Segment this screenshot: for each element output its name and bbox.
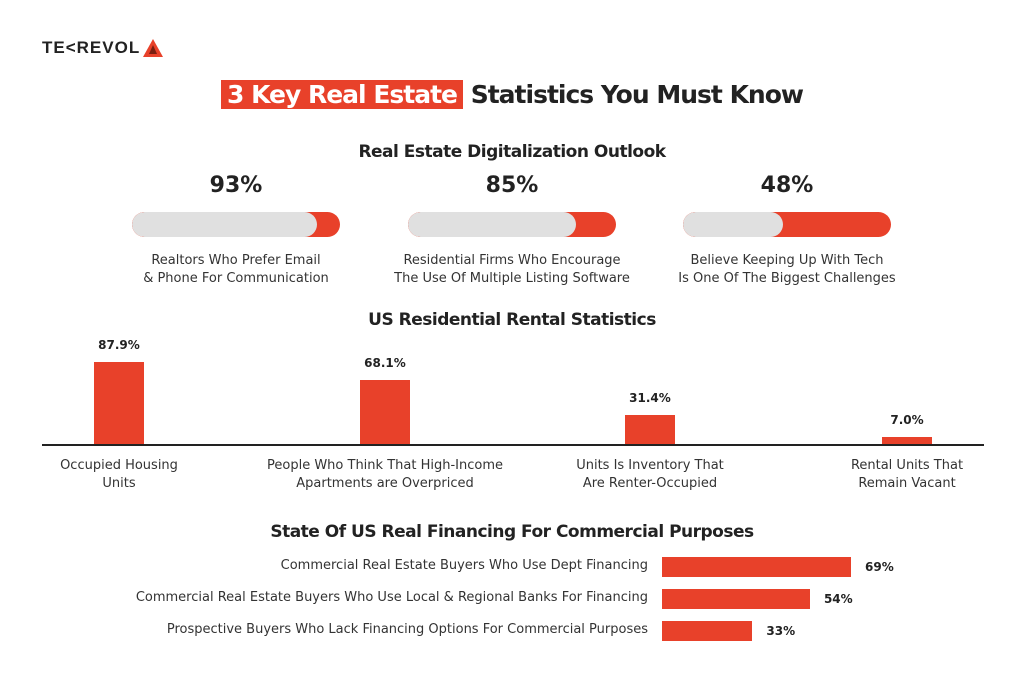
logo-triangle-icon (143, 39, 164, 57)
progress-caption: Is One Of The Biggest Challenges (678, 271, 896, 286)
progress-caption: Residential Firms Who Encourage (403, 253, 621, 268)
tekrevol-logo: TE<REVOL (42, 38, 164, 58)
bar-label: 31.4% (629, 390, 671, 405)
progress-fill (683, 212, 783, 237)
bar-label: 87.9% (98, 337, 140, 352)
progress-value: 85% (485, 173, 539, 198)
title-highlight: 3 Key Real Estate (220, 80, 464, 109)
progress-caption: Believe Keeping Up With Tech (690, 253, 884, 268)
bar (662, 557, 852, 577)
progress-fill (408, 212, 577, 237)
progress-bar (132, 212, 340, 237)
bar-caption: People Who Think That High-Income (267, 458, 503, 473)
baseline (42, 444, 984, 446)
progress-fill (132, 212, 318, 237)
bar-caption: Rental Units That (850, 458, 964, 473)
page-title: 3 Key Real Estate Statistics You Must Kn… (0, 80, 1024, 109)
bar-caption: Apartments are Overpriced (296, 476, 474, 491)
progress-bar (683, 212, 891, 237)
section-title-digitalization: Real Estate Digitalization Outlook (358, 142, 666, 162)
bar (662, 589, 810, 609)
bar-caption: Units (102, 476, 136, 491)
section-title-rental: US Residential Rental Statistics (368, 310, 656, 330)
bar-caption: Units Is Inventory That (576, 458, 724, 473)
bar-caption: Remain Vacant (858, 476, 956, 491)
progress-caption: The Use Of Multiple Listing Software (394, 271, 630, 286)
bar (625, 414, 675, 444)
title-rest: Statistics You Must Know (463, 80, 804, 109)
bar-label: 33% (766, 624, 796, 638)
progress-caption: Realtors Who Prefer Email (151, 253, 321, 268)
bar-caption: Prospective Buyers Who Lack Financing Op… (166, 622, 648, 637)
bar-label: 54% (823, 592, 853, 606)
bar-caption: Commercial Real Estate Buyers Who Use De… (280, 558, 648, 573)
progress-value: 93% (209, 173, 263, 198)
progress-value: 48% (760, 173, 814, 198)
bar (882, 437, 932, 444)
bar-caption: Occupied Housing (60, 458, 178, 473)
bar (662, 621, 753, 641)
bar-label: 68.1% (364, 356, 406, 371)
progress-bar (408, 212, 616, 237)
bar-label: 7.0% (890, 413, 924, 428)
bar-caption: Are Renter-Occupied (582, 476, 718, 491)
logo-text: TE<REVOL (42, 38, 141, 57)
bar-caption: Commercial Real Estate Buyers Who Use Lo… (135, 590, 648, 605)
progress-caption: & Phone For Communication (143, 271, 329, 286)
bar-label: 69% (865, 560, 894, 574)
bar (360, 380, 410, 444)
section-title-financing: State Of US Real Financing For Commercia… (270, 522, 754, 542)
bar (94, 361, 144, 444)
